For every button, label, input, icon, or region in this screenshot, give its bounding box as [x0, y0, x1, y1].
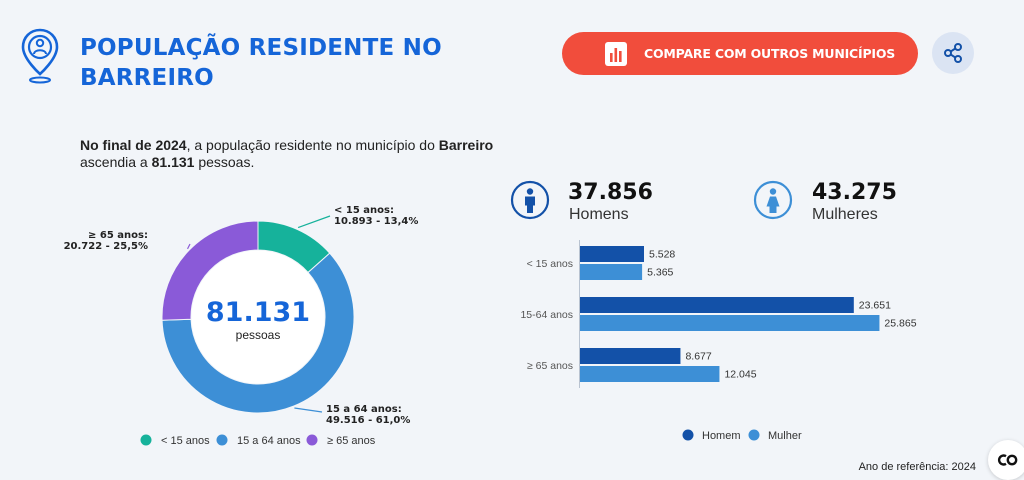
compare-button-label: COMPARE COM OUTROS MUNICÍPIOS — [644, 46, 896, 61]
intro-text: No final de 2024, a população residente … — [80, 137, 520, 171]
bar — [580, 246, 644, 262]
compare-municipalities-button[interactable]: COMPARE COM OUTROS MUNICÍPIOS — [562, 32, 918, 75]
legend-marker — [140, 434, 152, 446]
legend-marker — [306, 434, 318, 446]
bar-value-label: 5.365 — [647, 267, 673, 279]
intro-text-2: ascendia a — [80, 154, 152, 170]
bar-category-label: ≥ 65 anos — [527, 360, 573, 372]
share-icon — [944, 43, 962, 63]
intro-text-1: , a população residente no município do — [186, 137, 439, 153]
intro-total: 81.131 — [151, 154, 195, 170]
assistant-button[interactable] — [988, 440, 1024, 480]
slice-value: 49.516 - 61,0% — [326, 415, 410, 426]
slice-value: 10.893 - 13,4% — [334, 216, 418, 227]
donut-center — [191, 250, 325, 384]
bar — [580, 366, 720, 382]
legend-label: < 15 anos — [161, 435, 210, 447]
bar — [580, 348, 681, 364]
legend-marker — [216, 434, 228, 446]
legend-marker — [682, 429, 694, 441]
intro-text-3: pessoas. — [194, 154, 255, 170]
chat-assistant-icon — [997, 454, 1018, 466]
bar — [580, 264, 643, 280]
location-pin-person-icon — [21, 28, 59, 84]
bar-value-label: 12.045 — [724, 369, 756, 381]
men-count: 37.856 — [568, 180, 653, 205]
bar — [580, 315, 880, 331]
legend-label: ≥ 65 anos — [327, 435, 376, 447]
women-label: Mulheres — [812, 206, 878, 223]
slice-label: 15 a 64 anos: — [326, 404, 402, 415]
callout-line — [297, 215, 331, 229]
slice-value: 20.722 - 25,5% — [64, 241, 148, 252]
legend-label: 15 a 64 anos — [237, 435, 301, 447]
page-title: POPULAÇÃO RESIDENTE NO BARREIRO — [80, 35, 442, 91]
woman-icon — [753, 180, 793, 220]
bar-value-label: 5.528 — [649, 249, 675, 261]
bar-value-label: 8.677 — [685, 351, 711, 363]
bar-value-label: 25.865 — [884, 318, 916, 330]
callout-line — [294, 407, 323, 413]
donut-center-label: pessoas — [236, 328, 281, 342]
donut-slice — [161, 220, 259, 321]
bar-value-label: 23.651 — [859, 300, 891, 312]
man-icon — [510, 180, 550, 220]
donut-total: 81.131 — [206, 297, 310, 328]
men-label: Homens — [569, 206, 629, 223]
bar-chart-icon — [605, 41, 627, 66]
slice-label: < 15 anos: — [334, 205, 394, 216]
reference-year: Ano de referência: 2024 — [858, 461, 976, 473]
legend-label: Mulher — [768, 430, 802, 442]
bar-category-label: < 15 anos — [527, 258, 573, 270]
intro-municipality: Barreiro — [438, 137, 494, 153]
bar — [580, 297, 854, 313]
donut-slice — [161, 252, 355, 414]
women-count: 43.275 — [812, 180, 897, 205]
age-gender-bar-chart: < 15 anos 5.528 5.365 15-64 anos 23.651 25.86… — [520, 240, 917, 442]
legend-marker — [748, 429, 760, 441]
slice-label: ≥ 65 anos: — [88, 230, 148, 241]
bar-category-label: 15-64 anos — [520, 309, 573, 321]
intro-lead: No final de 2024 — [80, 137, 187, 153]
callout-line — [186, 243, 191, 250]
share-button[interactable] — [932, 32, 974, 74]
legend-label: Homem — [702, 430, 741, 442]
